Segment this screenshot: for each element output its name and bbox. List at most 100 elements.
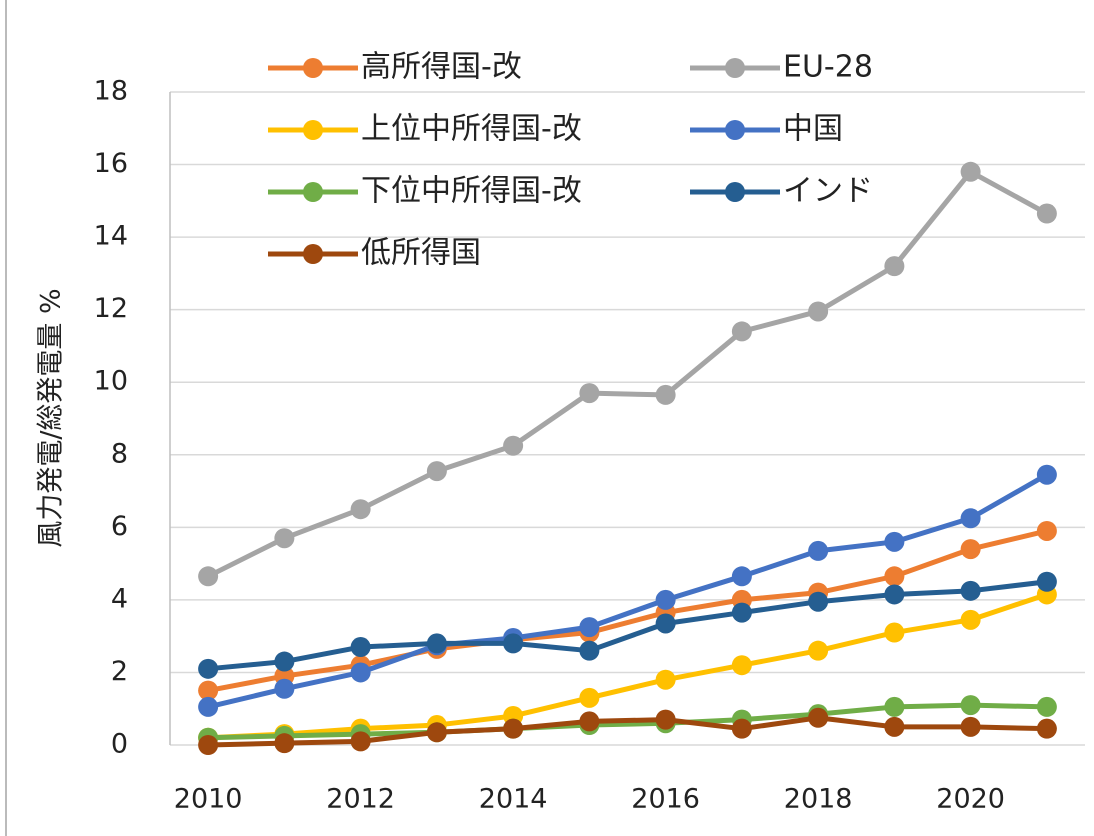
marker [731, 718, 752, 739]
marker [960, 716, 981, 737]
y-tick-label: 12 [94, 293, 128, 324]
marker [884, 256, 905, 277]
series-line [207, 528, 1048, 694]
marker [274, 733, 295, 754]
series-line [207, 579, 1048, 672]
marker [503, 718, 524, 739]
marker [274, 528, 295, 549]
marker [426, 633, 447, 654]
marker [579, 640, 600, 661]
marker [274, 651, 295, 672]
y-tick-label: 18 [94, 76, 128, 107]
marker [1036, 718, 1057, 739]
marker [1036, 203, 1057, 224]
marker [579, 383, 600, 404]
marker [198, 696, 219, 717]
y-tick-label: 0 [111, 729, 128, 760]
marker [426, 461, 447, 482]
marker [1036, 464, 1057, 485]
marker [884, 716, 905, 737]
marker [884, 696, 905, 717]
x-tick-label: 2010 [174, 784, 243, 815]
marker [960, 539, 981, 560]
legend-label: 中国 [783, 112, 843, 147]
series-line [208, 592, 1048, 741]
marker [655, 613, 676, 634]
marker [350, 637, 371, 658]
marker [731, 655, 752, 676]
marker [274, 678, 295, 699]
marker [655, 589, 676, 610]
x-tick-label: 2020 [936, 784, 1005, 815]
marker [960, 695, 981, 716]
marker [426, 722, 447, 743]
x-tick-label: 2012 [326, 784, 395, 815]
marker [884, 622, 905, 643]
y-tick-label: 10 [94, 366, 128, 397]
marker [350, 662, 371, 683]
legend-label: 下位中所得国-改 [361, 174, 582, 209]
legend-marker [725, 58, 745, 78]
legend-marker [303, 58, 323, 78]
marker [808, 301, 829, 322]
marker [655, 669, 676, 690]
marker [731, 566, 752, 587]
y-tick-label: 8 [111, 438, 128, 469]
marker [960, 609, 981, 630]
marker [1036, 696, 1057, 717]
marker [960, 580, 981, 601]
marker [350, 731, 371, 752]
series [198, 161, 1057, 587]
marker [503, 633, 524, 654]
marker [731, 602, 752, 623]
y-tick-label: 2 [111, 656, 128, 687]
marker [350, 499, 371, 520]
legend-marker [725, 120, 745, 140]
marker [579, 617, 600, 638]
y-tick-label: 14 [94, 221, 128, 252]
legend-marker [303, 244, 323, 264]
series-line [207, 472, 1049, 710]
legend-marker [725, 182, 745, 202]
series [198, 707, 1057, 755]
marker [198, 658, 219, 679]
marker [198, 680, 219, 701]
legend-label: 上位中所得国-改 [361, 112, 582, 147]
marker [503, 435, 524, 456]
marker [808, 707, 829, 728]
marker [808, 591, 829, 612]
marker [960, 161, 981, 182]
marker [1036, 520, 1057, 541]
y-tick-label: 6 [111, 511, 128, 542]
marker [579, 711, 600, 732]
legend-label: EU-28 [783, 50, 873, 85]
x-tick-label: 2014 [479, 784, 548, 815]
y-tick-label: 16 [94, 148, 128, 179]
marker [884, 584, 905, 605]
series-line [208, 702, 1047, 741]
series [198, 571, 1057, 679]
marker [884, 531, 905, 552]
marker [808, 640, 829, 661]
y-tick-label: 4 [111, 583, 128, 614]
legend-label: 低所得国 [361, 236, 481, 271]
marker [655, 709, 676, 730]
legend-marker [303, 120, 323, 140]
marker [808, 540, 829, 561]
legend-marker [303, 182, 323, 202]
legend-label: 高所得国-改 [361, 50, 522, 85]
x-tick-label: 2016 [631, 784, 700, 815]
series [198, 520, 1057, 701]
marker [731, 321, 752, 342]
marker [884, 566, 905, 587]
series-line [208, 715, 1047, 748]
marker [198, 566, 219, 587]
legend-label: インド [783, 174, 873, 209]
marker [960, 508, 981, 529]
marker [1036, 571, 1057, 592]
marker [198, 735, 219, 755]
x-tick-label: 2018 [784, 784, 853, 815]
y-axis-label: 風力発電/総発電量 % [36, 288, 67, 547]
marker [579, 687, 600, 708]
